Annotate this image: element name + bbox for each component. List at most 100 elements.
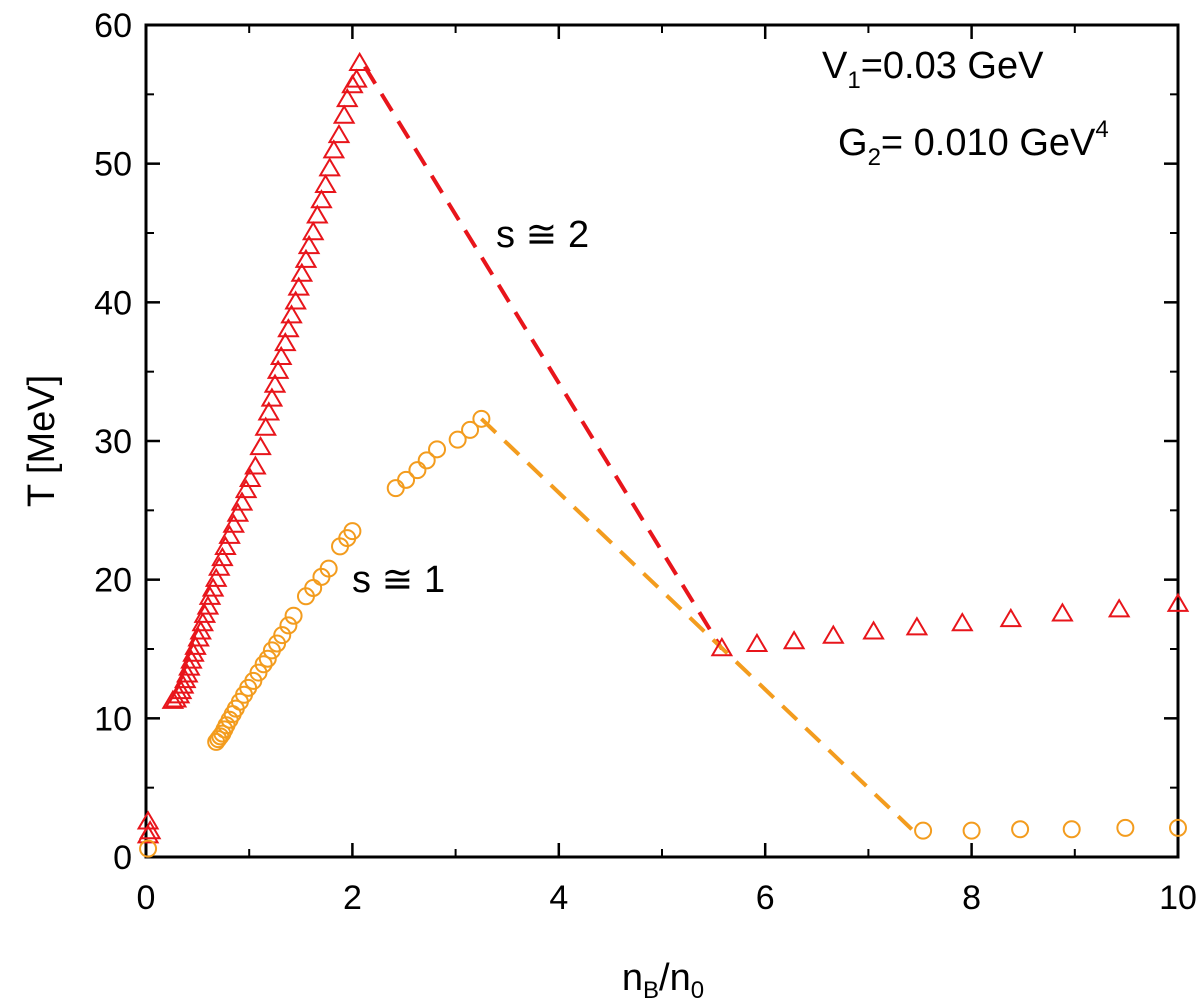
- triangle-marker: [222, 513, 245, 533]
- tick-labels: 0 2 4 6 8 10 0 10 20 30 40 50 60: [94, 7, 1197, 917]
- triangle-marker: [287, 276, 310, 296]
- triangle-marker: [782, 630, 806, 650]
- triangle-marker: [348, 51, 371, 72]
- circle-marker: [1169, 818, 1187, 837]
- triangle-marker: [161, 689, 185, 709]
- triangle-marker: [234, 478, 258, 499]
- x-tick-label: 2: [343, 879, 362, 917]
- triangle-marker: [332, 104, 356, 124]
- triangle-marker: [327, 123, 351, 144]
- triangle-marker: [208, 556, 231, 576]
- circle-marker: [1116, 818, 1135, 837]
- triangle-marker: [318, 157, 341, 177]
- circle-marker: [962, 821, 981, 840]
- triangle-marker: [173, 668, 197, 689]
- triangle-marker: [297, 234, 321, 255]
- triangle-marker: [138, 820, 162, 840]
- triangle-marker: [176, 663, 199, 683]
- triangle-marker: [862, 620, 885, 640]
- y-tick-label: 50: [94, 146, 132, 184]
- data-markers: [136, 51, 1190, 858]
- circle-marker: [279, 616, 298, 635]
- circle-marker: [273, 626, 292, 645]
- triangle-marker: [187, 627, 210, 647]
- annotation-s1: s ≅ 1: [352, 559, 445, 601]
- triangle-marker: [284, 290, 307, 310]
- circle-marker: [258, 649, 277, 668]
- circle-marker: [408, 461, 427, 480]
- triangle-marker: [169, 680, 193, 700]
- triangle-marker: [745, 632, 769, 653]
- x-tick-label: 10: [1159, 879, 1197, 917]
- triangle-marker: [274, 331, 297, 352]
- y-tick-label: 30: [94, 423, 132, 461]
- triangle-marker: [263, 373, 287, 393]
- triangle-marker: [211, 546, 234, 567]
- triangle-marker: [345, 68, 368, 88]
- circle-marker: [448, 430, 467, 449]
- y-axis-title: T [MeV]: [21, 375, 63, 507]
- triangle-marker: [310, 189, 333, 209]
- axis-ticks: [144, 23, 1180, 859]
- circle-marker: [209, 730, 228, 749]
- triangle-marker: [249, 435, 272, 456]
- triangle-marker: [1166, 592, 1190, 612]
- triangle-marker: [290, 262, 314, 282]
- triangle-marker: [136, 810, 160, 830]
- x-axis-title-n: n: [622, 957, 643, 999]
- triangle-marker: [905, 616, 929, 636]
- circle-marker: [472, 409, 491, 428]
- circle-marker: [284, 606, 303, 625]
- annotation-g2: G2= 0.010 GeV4: [838, 116, 1109, 171]
- circle-marker: [343, 522, 362, 541]
- x-tick-label: 6: [756, 879, 775, 917]
- triangle-marker: [178, 656, 201, 676]
- y-tick-label: 20: [94, 562, 132, 600]
- triangle-marker: [218, 524, 241, 544]
- triangle-marker: [301, 221, 325, 241]
- triangle-marker: [196, 595, 220, 615]
- annotation-v1: V1=0.03 GeV: [822, 45, 1044, 94]
- circle-marker: [914, 821, 933, 840]
- triangle-marker: [294, 248, 318, 268]
- circle-marker: [461, 420, 480, 439]
- triangle-marker: [171, 674, 195, 694]
- triangle-marker: [335, 87, 359, 108]
- dashed-line: [363, 65, 724, 651]
- triangle-marker: [322, 139, 346, 159]
- triangle-marker: [230, 491, 254, 511]
- circle-marker: [1062, 820, 1081, 839]
- triangle-marker: [269, 345, 293, 365]
- triangle-marker: [277, 318, 300, 338]
- triangle-marker: [182, 642, 205, 662]
- y-tick-label: 60: [94, 7, 132, 45]
- triangle-marker: [1051, 602, 1074, 622]
- triangle-marker: [257, 401, 281, 421]
- circle-marker: [319, 559, 338, 578]
- triangle-marker: [999, 607, 1023, 628]
- triangle-marker: [238, 467, 262, 488]
- circle-marker: [428, 440, 447, 459]
- circle-marker: [397, 470, 416, 489]
- triangle-marker: [201, 577, 225, 597]
- x-axis-title: nB/n0: [622, 957, 704, 1004]
- x-tick-label: 0: [137, 879, 156, 917]
- triangle-marker: [280, 304, 303, 324]
- y-tick-label: 10: [94, 700, 132, 738]
- x-axis-title-slash: /n: [659, 957, 691, 999]
- triangle-marker: [306, 204, 329, 224]
- triangle-marker: [204, 567, 228, 587]
- x-axis-title-sub-0: 0: [691, 977, 704, 1004]
- triangle-marker: [710, 637, 734, 657]
- triangle-marker: [314, 173, 337, 194]
- triangle-marker: [260, 387, 284, 407]
- circle-marker: [139, 839, 158, 858]
- circle-marker: [254, 655, 273, 674]
- circle-marker: [1011, 820, 1030, 839]
- triangle-marker: [180, 649, 203, 669]
- y-tick-label: 40: [94, 284, 132, 322]
- x-axis-title-sub-b: B: [643, 977, 659, 1004]
- triangle-marker: [226, 502, 250, 522]
- triangle-marker: [951, 612, 974, 632]
